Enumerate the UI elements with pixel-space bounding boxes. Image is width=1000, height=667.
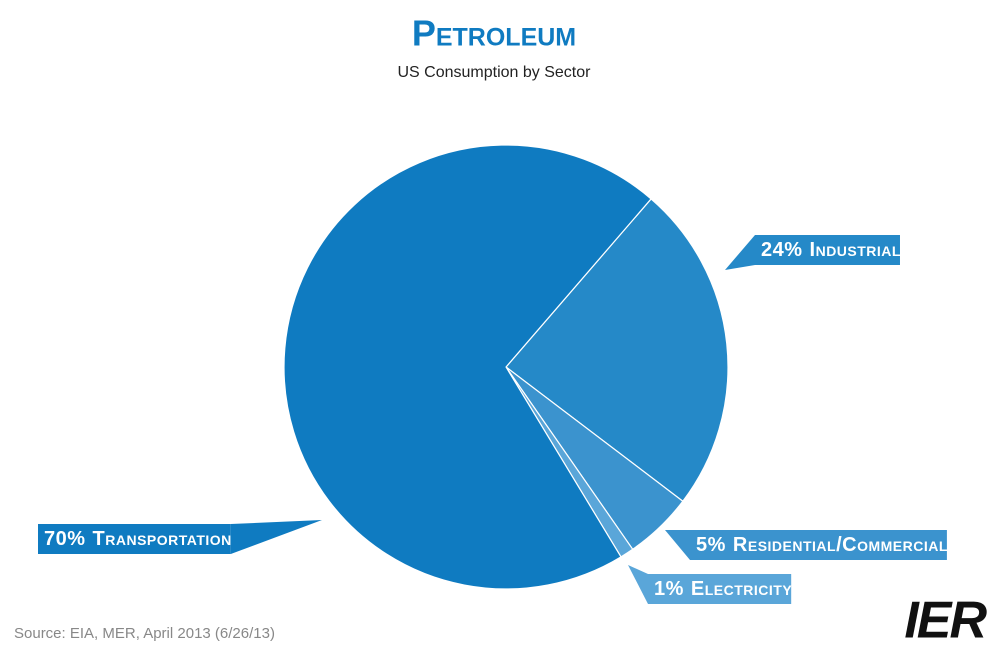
pie-slice <box>283 144 652 590</box>
pie-slice <box>505 198 729 503</box>
label-box <box>648 574 792 604</box>
category-label: Electricity <box>691 578 792 600</box>
category-label: Transportation <box>93 528 232 550</box>
label-text: 1% Electricity <box>654 578 792 600</box>
label-pointer <box>725 235 755 270</box>
source-note: Source: EIA, MER, April 2013 (6/26/13) <box>14 625 275 642</box>
value-label: 1% <box>654 578 684 600</box>
chart-title: Petroleum <box>412 13 576 54</box>
slice-label: 1% Electricity <box>628 565 792 604</box>
slice-label: 70% Transportation <box>38 520 322 554</box>
logo: IER <box>904 592 987 650</box>
value-label: 70% <box>44 528 86 550</box>
chart-subtitle: US Consumption by Sector <box>398 64 592 81</box>
slice-label: 5% Residential/Commercial <box>665 530 948 560</box>
label-pointer <box>665 530 690 560</box>
label-text: 70% Transportation <box>44 528 232 550</box>
label-pointer <box>628 565 648 604</box>
label-box <box>690 530 947 560</box>
category-label: Residential/Commercial <box>733 534 948 556</box>
value-label: 5% <box>696 534 726 556</box>
label-text: 5% Residential/Commercial <box>696 534 948 556</box>
label-box <box>38 524 231 554</box>
label-pointer <box>230 520 322 554</box>
category-label: Industrial <box>810 239 901 261</box>
label-text: 24% Industrial <box>761 239 901 261</box>
slice-label: 24% Industrial <box>725 235 901 270</box>
label-box <box>755 235 900 265</box>
value-label: 24% <box>761 239 803 261</box>
